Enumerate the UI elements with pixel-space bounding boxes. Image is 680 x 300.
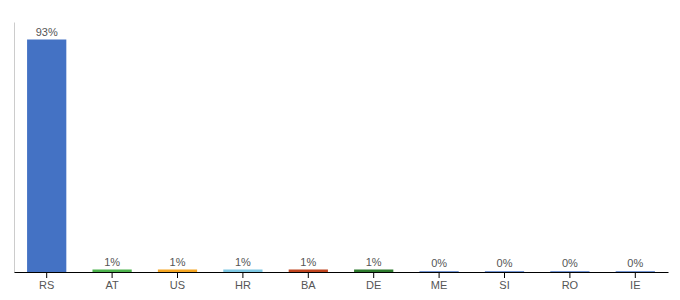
chart: 93% 1% 1% 1% 1% 1% 0% 0% 0% 0% RS AT US HR BA DE ME SI RO I…	[0, 0, 680, 300]
x-tick-label: ME	[431, 279, 448, 291]
data-label: 0%	[431, 257, 447, 269]
data-label: 0%	[562, 257, 578, 269]
x-tick: HR	[235, 272, 251, 291]
x-tick: BA	[301, 272, 316, 291]
x-tick: RO	[562, 272, 579, 291]
x-tick: SI	[499, 272, 509, 291]
bars	[27, 40, 655, 273]
y-axis	[14, 23, 15, 273]
x-tick-label: RO	[562, 279, 579, 291]
bar	[158, 270, 197, 273]
x-tick-label: BA	[301, 279, 316, 291]
x-tick-mark	[242, 272, 243, 278]
x-tick: AT	[105, 272, 119, 291]
bar	[616, 271, 655, 272]
x-tick-mark	[373, 272, 374, 278]
bar	[485, 271, 524, 272]
data-label: 93%	[36, 26, 58, 38]
bar	[223, 270, 262, 273]
x-tick-label: RS	[39, 279, 54, 291]
data-labels: 93% 1% 1% 1% 1% 1% 0% 0% 0% 0%	[36, 26, 644, 270]
x-tick-label: DE	[366, 279, 381, 291]
x-tick-mark	[569, 272, 570, 278]
x-tick-label: IE	[630, 279, 640, 291]
bar	[419, 271, 458, 272]
data-label: 1%	[104, 256, 120, 268]
x-tick: IE	[630, 272, 640, 291]
data-label: 1%	[235, 256, 251, 268]
x-tick-mark	[635, 272, 636, 278]
x-tick-label: SI	[499, 279, 509, 291]
data-label: 1%	[300, 256, 316, 268]
x-axis: RS AT US HR BA DE ME SI RO IE	[15, 272, 669, 291]
x-tick: US	[170, 272, 185, 291]
x-tick-mark	[308, 272, 309, 278]
x-tick-mark	[504, 272, 505, 278]
bar	[92, 270, 131, 273]
bar	[27, 40, 66, 273]
x-tick: ME	[431, 272, 448, 291]
x-tick-label: AT	[105, 279, 119, 291]
x-tick-mark	[112, 272, 113, 278]
data-label: 0%	[497, 257, 513, 269]
data-label: 1%	[170, 256, 186, 268]
x-tick: DE	[366, 272, 381, 291]
bar	[354, 270, 393, 273]
x-tick-mark	[439, 272, 440, 278]
x-tick-mark	[177, 272, 178, 278]
x-tick-label: HR	[235, 279, 251, 291]
y-axis-line	[14, 23, 15, 273]
bar	[289, 270, 328, 273]
data-label: 0%	[627, 257, 643, 269]
data-label: 1%	[366, 256, 382, 268]
plot-area: 93% 1% 1% 1% 1% 1% 0% 0% 0% 0% RS AT US HR BA DE ME SI RO I…	[15, 23, 669, 291]
bar	[550, 271, 589, 272]
x-tick-label: US	[170, 279, 185, 291]
x-tick: RS	[39, 272, 54, 291]
x-tick-mark	[46, 272, 47, 278]
